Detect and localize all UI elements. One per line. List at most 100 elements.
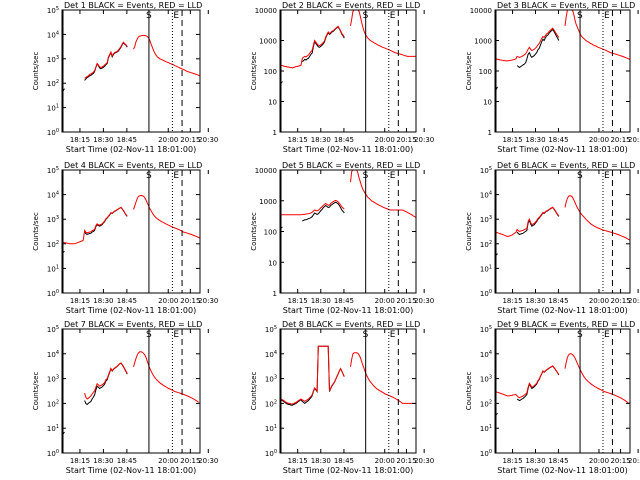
series-line-lld [495, 195, 630, 241]
y-tick-label: 1000 [474, 38, 492, 46]
x-tick-label: 18:15 [502, 297, 522, 305]
y-tick-label: 103 [265, 375, 277, 384]
x-axis-label: Start Time (02-Nov-11 18:01:00) [283, 466, 413, 475]
y-tick-label: 105 [480, 166, 492, 175]
x-tick-label: 18:30 [525, 297, 545, 305]
x-tick-label: 18:15 [288, 136, 308, 144]
y-tick-label: 100 [265, 449, 277, 458]
series-line-lld [280, 345, 416, 405]
y-tick-label: 1 [488, 129, 492, 137]
y-tick-label: 10 [268, 99, 277, 107]
x-tick-label: 18:45 [334, 297, 354, 305]
y-tick-label: 105 [47, 6, 59, 15]
x-tick-label: 18:45 [548, 136, 568, 144]
plot-frame [279, 328, 417, 454]
x-tick-label: 18:45 [548, 297, 568, 305]
x-tick-label: 18:45 [334, 136, 354, 144]
panel-title: Det 1 BLACK = Events, RED = LLD [64, 1, 202, 10]
x-tick-label: 18:30 [311, 457, 331, 465]
x-tick-label: 18:45 [334, 457, 354, 465]
y-tick-label: 103 [47, 55, 59, 64]
x-tick-label: 20:00 [158, 136, 178, 144]
x-tick-label: 20:15 [610, 297, 630, 305]
y-tick-label: 104 [480, 350, 492, 359]
y-axis-label: Counts/sec [250, 212, 258, 251]
x-tick-label: 18:15 [288, 297, 308, 305]
y-tick-label: 1000 [259, 198, 277, 206]
y-tick-label: 102 [47, 399, 59, 408]
y-tick-label: 1 [273, 129, 277, 137]
x-tick-label: 20:00 [589, 457, 609, 465]
plot-frame [494, 169, 631, 294]
x-tick-label: 18:45 [117, 136, 137, 144]
y-tick-label: 105 [47, 166, 59, 175]
series-line-lld [84, 34, 200, 79]
panel-title: Det 9 BLACK = Events, RED = LLD [497, 320, 635, 329]
series-line-lld [280, 170, 416, 218]
y-tick-label: 10 [268, 259, 277, 267]
y-tick-label: 104 [47, 30, 59, 39]
y-tick-label: 101 [480, 264, 492, 273]
x-tick-label: 20:00 [375, 297, 395, 305]
x-tick-label: 20:00 [589, 136, 609, 144]
y-tick-label: 101 [47, 264, 59, 273]
plot-frame [494, 328, 631, 454]
y-tick-label: 10000 [255, 7, 277, 15]
end-event-marker: E [173, 171, 179, 181]
x-axis-label: Start Time (02-Nov-11 18:01:00) [66, 306, 196, 315]
x-tick-label: 18:15 [70, 297, 90, 305]
y-tick-label: 101 [480, 424, 492, 433]
y-tick-label: 102 [265, 399, 277, 408]
x-axis-label: Start Time (02-Nov-11 18:01:00) [497, 145, 627, 154]
x-tick-label: 20:15 [610, 136, 630, 144]
panel-title: Det 2 BLACK = Events, RED = LLD [282, 1, 420, 10]
y-tick-label: 105 [480, 325, 492, 334]
y-tick-label: 104 [47, 191, 59, 200]
series-line-lld [495, 353, 630, 404]
start-event-marker: S [363, 171, 369, 181]
y-tick-label: 100 [264, 68, 277, 76]
x-axis-label: Start Time (02-Nov-11 18:01:00) [283, 306, 413, 315]
y-tick-label: 102 [480, 240, 492, 249]
plot-frame [61, 9, 201, 133]
y-axis-label: Counts/sec [32, 212, 40, 251]
x-tick-label: 18:30 [525, 457, 545, 465]
y-tick-label: 100 [479, 68, 492, 76]
x-tick-label: 18:15 [288, 457, 308, 465]
series-line-lld [62, 194, 200, 245]
plot-frame [61, 328, 201, 454]
end-event-marker: E [390, 171, 396, 181]
x-tick-label: 20:30 [414, 457, 434, 465]
x-axis-label: Start Time (02-Nov-11 18:01:00) [66, 466, 196, 475]
detector-panel: 1 10 100 1000 10000 18:15 18:30 18:45 20:00 20:15… [465, 1, 640, 154]
x-axis-label: Start Time (02-Nov-11 18:01:00) [283, 145, 413, 154]
x-tick-label: 18:30 [311, 297, 331, 305]
y-tick-label: 102 [47, 240, 59, 249]
start-event-marker: S [577, 330, 583, 340]
y-tick-label: 100 [47, 289, 59, 298]
x-tick-label: 20:00 [375, 136, 395, 144]
x-tick-label: 20:15 [396, 297, 416, 305]
y-axis-label: Counts/sec [465, 52, 473, 91]
y-tick-label: 10000 [255, 167, 277, 175]
y-tick-label: 105 [47, 325, 59, 334]
y-tick-label: 102 [480, 399, 492, 408]
x-tick-label: 20:30 [198, 136, 218, 144]
y-tick-label: 104 [47, 350, 59, 359]
panel-title: Det 6 BLACK = Events, RED = LLD [497, 161, 635, 170]
y-tick-label: 103 [480, 375, 492, 384]
end-event-marker: E [390, 11, 396, 21]
panel-title: Det 8 BLACK = Events, RED = LLD [282, 320, 420, 329]
y-tick-label: 10 [483, 99, 492, 107]
end-event-marker: E [173, 11, 179, 21]
x-tick-label: 18:45 [117, 457, 137, 465]
y-tick-label: 104 [480, 191, 492, 200]
y-tick-label: 104 [265, 350, 277, 359]
end-event-marker: E [604, 171, 610, 181]
y-tick-label: 101 [265, 424, 277, 433]
y-axis-label: Counts/sec [465, 212, 473, 251]
x-tick-label: 18:15 [502, 136, 522, 144]
